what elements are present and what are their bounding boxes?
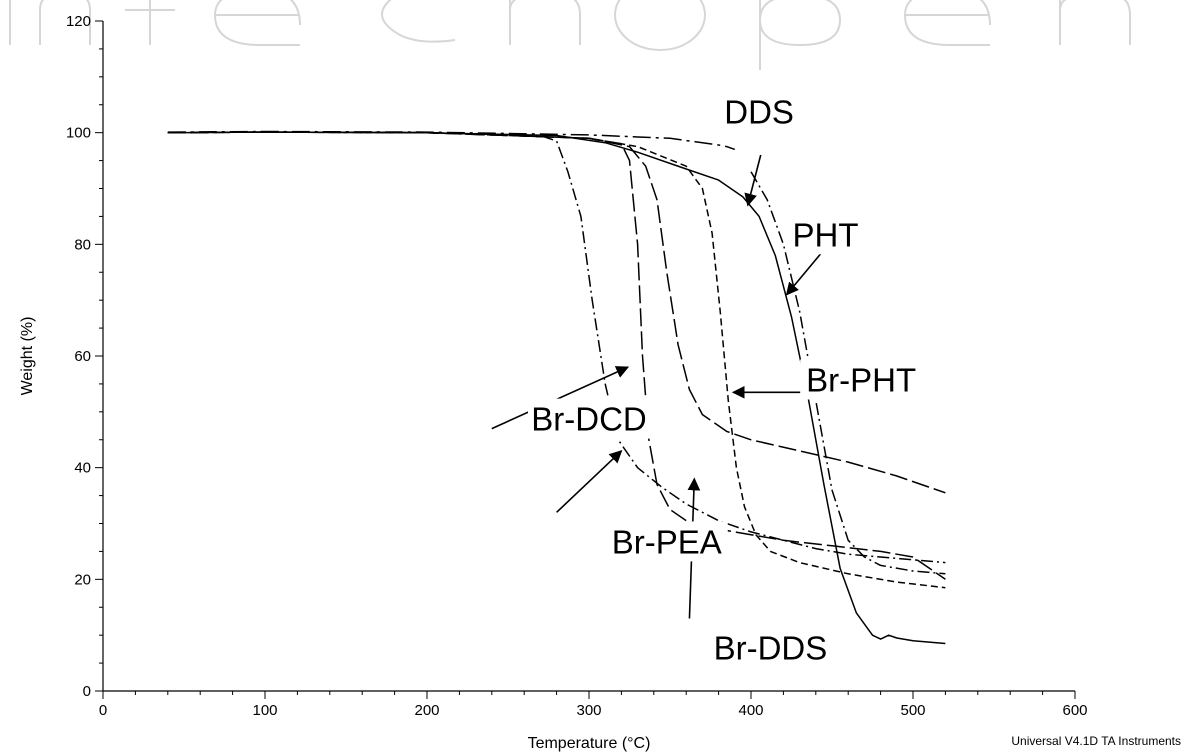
x-tick-label: 100 (252, 702, 277, 719)
x-tick-label: 500 (900, 702, 925, 719)
annotation-box-pht (791, 214, 860, 255)
series-line-pht (167, 131, 946, 645)
annotation-arrow-br-pea (556, 450, 623, 513)
annotation-label-br-pht: Br-PHT (806, 362, 916, 399)
annotation-arrow-dds (744, 154, 762, 207)
annotation-label-br-dcd: Br-DCD (531, 401, 646, 438)
watermark-logo (9, 0, 1131, 70)
x-axis-title: Temperature (°C) (528, 735, 651, 752)
annotation-arrow-pht (785, 249, 825, 296)
y-tick-label: 60 (74, 348, 91, 365)
axes: 0 100 200 300 400 500 600 0 20 40 60 80 100 120 (66, 13, 1088, 719)
annotation-label-dds: DDS (724, 94, 794, 131)
annotation-label-br-dds: Br-DDS (714, 630, 828, 667)
footer-credit: Universal V4.1D TA Instruments (1011, 734, 1181, 748)
y-tick-label: 40 (74, 460, 91, 477)
annotation-arrow-br-dcd (491, 366, 630, 430)
annotation-box-dds (725, 91, 794, 132)
y-tick-label: 80 (74, 236, 91, 253)
annotation-label-br-pea: Br-PEA (612, 523, 722, 560)
series-line-pht-dashdot (750, 171, 946, 575)
annotation-label-pht: PHT (793, 216, 859, 253)
annotation-box-br-pea (605, 521, 728, 562)
x-tick-label: 0 (99, 702, 107, 719)
series-line-br-pht (167, 131, 946, 589)
y-axis-title: Weight (%) (19, 317, 36, 396)
x-tick-label: 300 (576, 702, 601, 719)
series-line-br-dds (167, 131, 946, 494)
x-tick-label: 400 (738, 702, 763, 719)
y-tick-label: 120 (66, 13, 91, 30)
annotation-box-br-dcd (528, 398, 650, 439)
y-tick-label: 100 (66, 125, 91, 142)
series-layer (167, 130, 946, 645)
series-line-br-pea (167, 131, 946, 564)
annotation-layer: DDS PHT Br-PHT Br-DCD Br-PEA Br-DDS (491, 91, 923, 668)
x-tick-label: 200 (414, 702, 439, 719)
y-tick-label: 20 (74, 571, 91, 588)
x-tick-label: 600 (1062, 702, 1087, 719)
annotation-box-br-dds (709, 627, 832, 668)
y-tick-label: 0 (83, 683, 91, 700)
annotation-box-br-pht (800, 359, 923, 400)
